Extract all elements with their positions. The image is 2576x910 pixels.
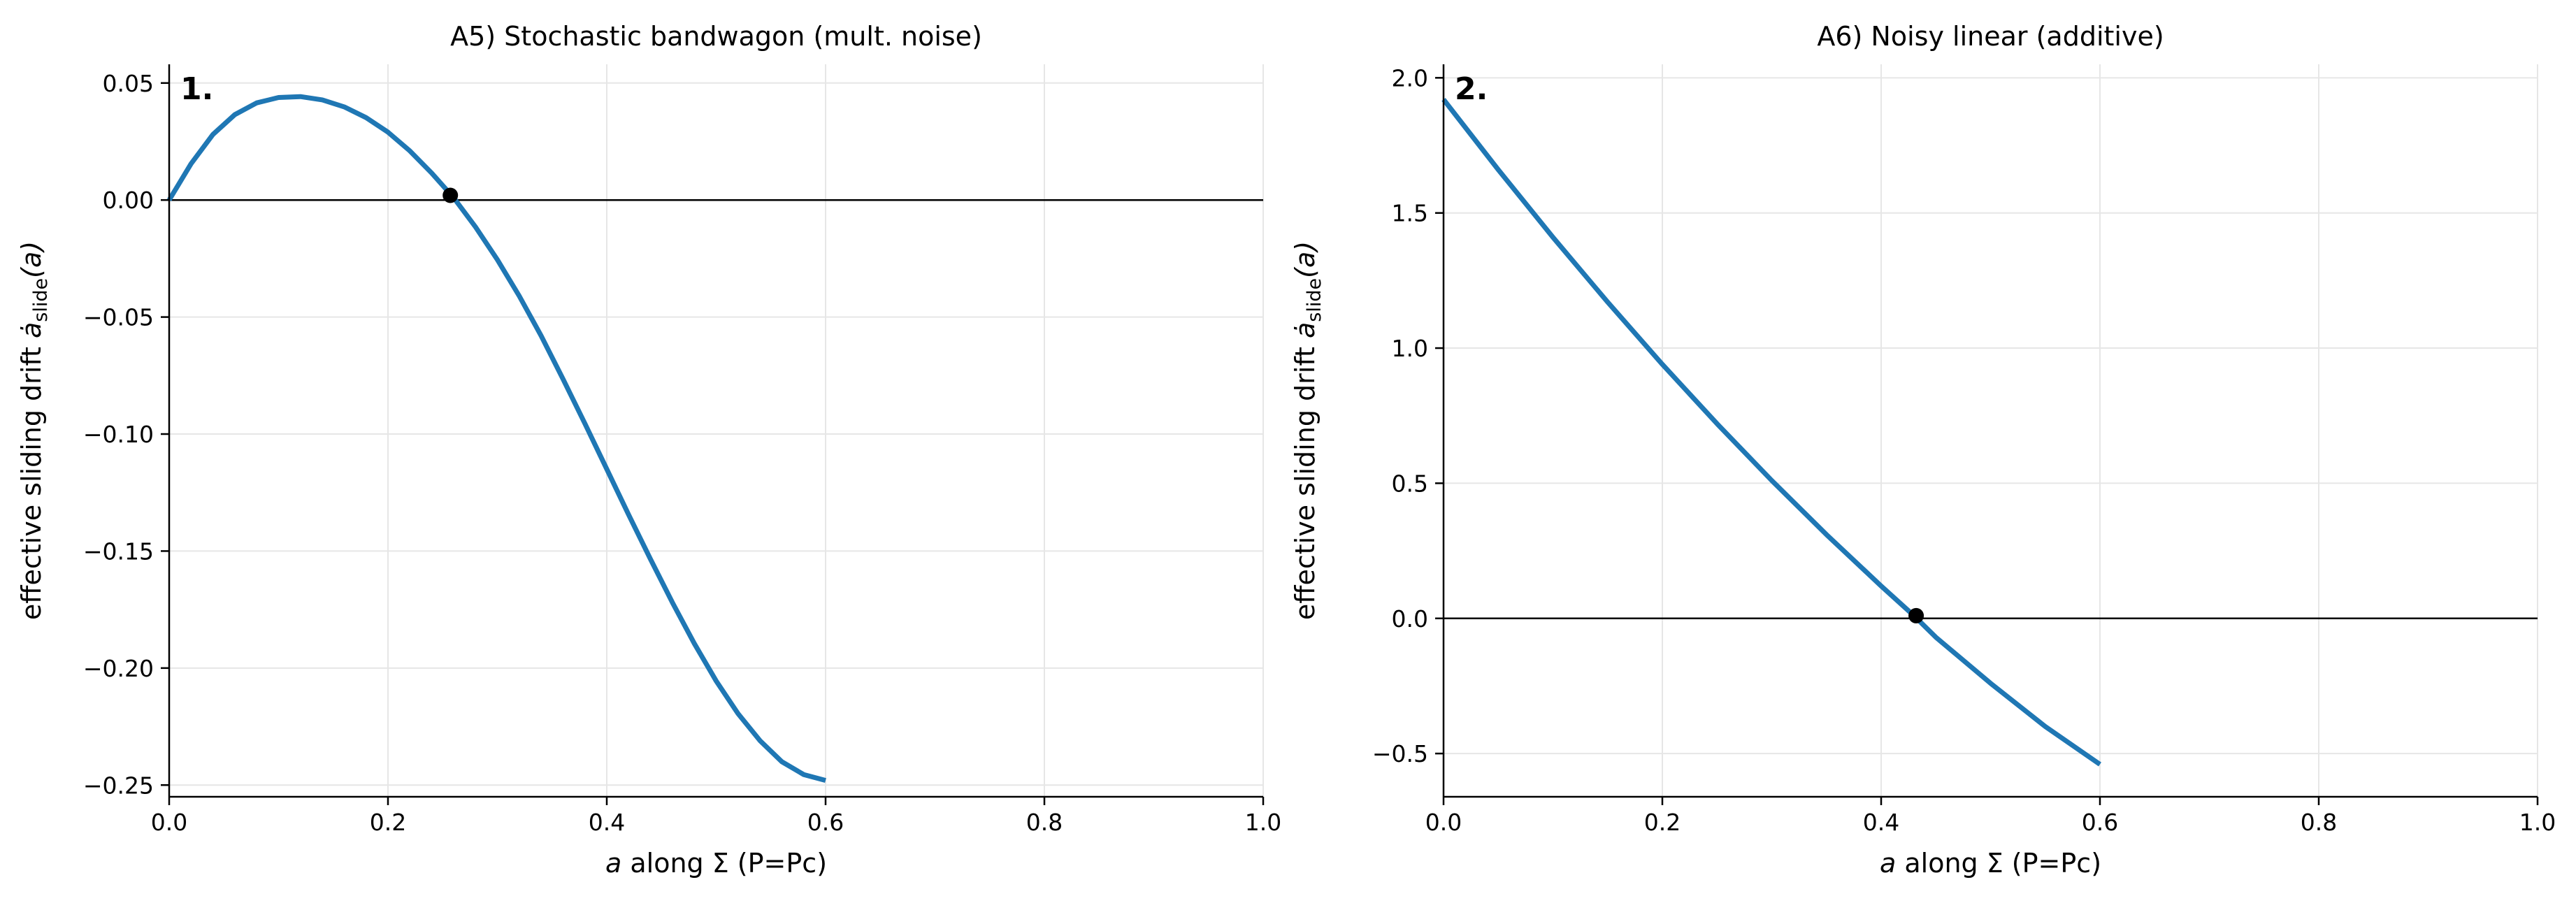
y-tick-label: −0.20	[83, 655, 154, 682]
y-axis-label: effective sliding drift ȧslide(a)	[16, 241, 52, 620]
x-axis-label-symbol: a	[605, 848, 621, 879]
x-tick-label: 1.0	[2519, 809, 2556, 836]
panel-label: 1.	[180, 71, 213, 107]
y-axis-label-argument: (a)	[1290, 241, 1321, 278]
y-tick-label: 2.0	[1392, 64, 1428, 92]
y-axis-label-text: effective sliding drift	[1290, 338, 1321, 620]
y-tick-label: 0.0	[1392, 605, 1428, 633]
chart-panel-a6: 0.0 0.2 0.4 0.6 0.8 1.0 2.0 1.5 1.0 0.5 0.0 −0.5 A6)…	[1290, 21, 2556, 879]
y-tick-label: 1.0	[1392, 335, 1428, 362]
x-tick-label: 0.6	[807, 809, 844, 836]
fixed-point-marker	[1908, 607, 1924, 623]
x-axis-label-text: along Σ (P=Pc)	[621, 848, 827, 879]
fixed-point-marker	[442, 187, 459, 203]
x-tick-label: 0.0	[151, 809, 187, 836]
x-tick-label: 1.0	[1245, 809, 1281, 836]
series-line	[1441, 98, 2101, 767]
series-line	[167, 94, 826, 783]
x-tick-label: 0.4	[589, 809, 625, 836]
panel-label: 2.	[1455, 71, 1488, 107]
x-tick-label: 0.6	[2082, 809, 2118, 836]
y-tick-label: 0.00	[103, 187, 154, 214]
y-tick-label: 0.5	[1392, 470, 1428, 497]
x-tick-label: 0.4	[1863, 809, 1899, 836]
x-axis-label-text: along Σ (P=Pc)	[1896, 848, 2101, 879]
y-tick-label: −0.25	[83, 772, 154, 799]
x-tick-label: 0.8	[2301, 809, 2337, 836]
y-axis-label-subscript: slide	[30, 278, 52, 322]
y-tick-label: −0.05	[83, 304, 154, 331]
x-tick-label: 0.2	[370, 809, 406, 836]
y-axis-label-symbol: ȧ	[16, 322, 47, 338]
y-axis-label-argument: (a)	[16, 241, 47, 278]
y-tick-label: 0.05	[103, 70, 154, 97]
y-tick-label: −0.10	[83, 421, 154, 448]
chart-title: A6) Noisy linear (additive)	[1817, 21, 2164, 52]
x-tick-label: 0.2	[1644, 809, 1681, 836]
y-axis-label-text: effective sliding drift	[16, 338, 47, 620]
y-tick-label: −0.5	[1372, 740, 1428, 767]
y-tick-label: 1.5	[1392, 200, 1428, 227]
x-tick-label: 0.0	[1425, 809, 1462, 836]
y-axis-label-symbol: ȧ	[1290, 322, 1321, 338]
x-axis-label: a along Σ (P=Pc)	[1880, 848, 2101, 879]
chart-title: A5) Stochastic bandwagon (mult. noise)	[450, 21, 982, 52]
y-axis-label-subscript: slide	[1304, 278, 1325, 322]
y-tick-label: −0.15	[83, 537, 154, 565]
y-axis-label: effective sliding drift ȧslide(a)	[1290, 241, 1325, 620]
x-axis-label: a along Σ (P=Pc)	[605, 848, 827, 879]
x-tick-label: 0.8	[1026, 809, 1063, 836]
chart-panel-a5: 0.0 0.2 0.4 0.6 0.8 1.0 0.05 0.00 −0.05 −0.10 −0.1…	[16, 21, 1281, 879]
x-axis-label-symbol: a	[1880, 848, 1896, 879]
